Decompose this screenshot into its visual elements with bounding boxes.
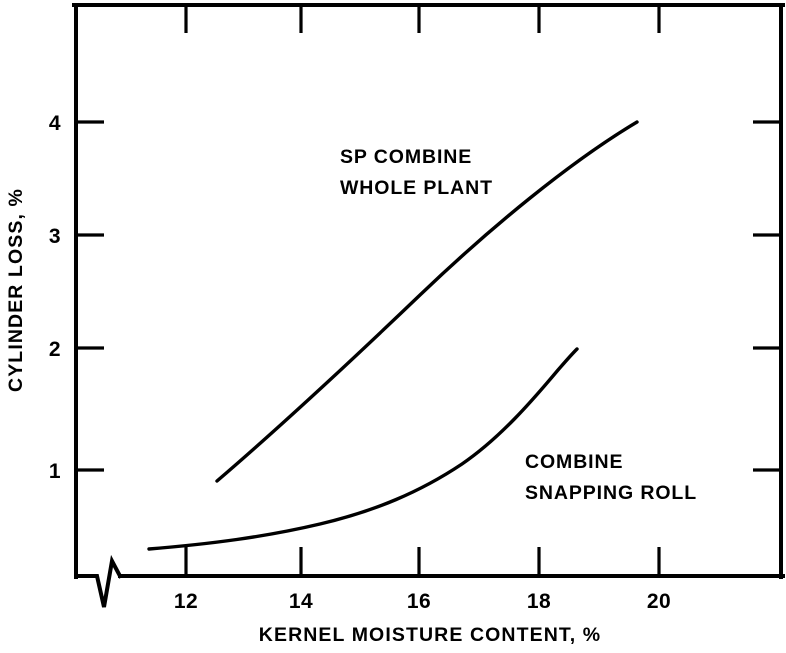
y-tick-label-3: 3 bbox=[49, 225, 61, 248]
y-tick-label-2: 2 bbox=[49, 338, 61, 361]
y-axis-tick-labels: 4 3 2 1 bbox=[49, 112, 61, 483]
annotation-snapping-roll: COMBINE SNAPPING ROLL bbox=[525, 451, 697, 504]
data-series-group bbox=[147, 120, 639, 551]
x-tick-label-12: 12 bbox=[174, 590, 198, 613]
annotation-sp-combine-line1: SP COMBINE bbox=[340, 146, 472, 168]
annotation-sp-combine-line2: WHOLE PLANT bbox=[340, 177, 493, 199]
plot-frame bbox=[72, 3, 785, 579]
y-axis-ticks-left bbox=[76, 120, 104, 472]
y-axis-title: CYLINDER LOSS, % bbox=[5, 188, 27, 392]
x-axis-ticks-top bbox=[184, 5, 661, 33]
x-axis-ticks-bottom bbox=[184, 547, 661, 576]
annotation-snapping-roll-line2: SNAPPING ROLL bbox=[525, 482, 697, 504]
series-line-sp-combine-whole-plant bbox=[215, 120, 639, 483]
x-axis-title: KERNEL MOISTURE CONTENT, % bbox=[259, 624, 601, 646]
x-axis-break-symbol bbox=[74, 554, 123, 608]
x-tick-label-18: 18 bbox=[527, 590, 551, 613]
x-axis-tick-labels: 12 14 16 18 20 bbox=[174, 590, 671, 613]
series-line-combine-snapping-roll bbox=[147, 347, 579, 551]
x-tick-label-16: 16 bbox=[407, 590, 431, 613]
x-tick-label-14: 14 bbox=[289, 590, 313, 613]
y-tick-label-1: 1 bbox=[49, 460, 61, 483]
y-axis-ticks-right bbox=[753, 120, 781, 472]
y-tick-label-4: 4 bbox=[49, 112, 61, 135]
annotation-snapping-roll-line1: COMBINE bbox=[525, 451, 623, 473]
annotation-sp-combine: SP COMBINE WHOLE PLANT bbox=[340, 146, 493, 199]
x-tick-label-20: 20 bbox=[647, 590, 671, 613]
